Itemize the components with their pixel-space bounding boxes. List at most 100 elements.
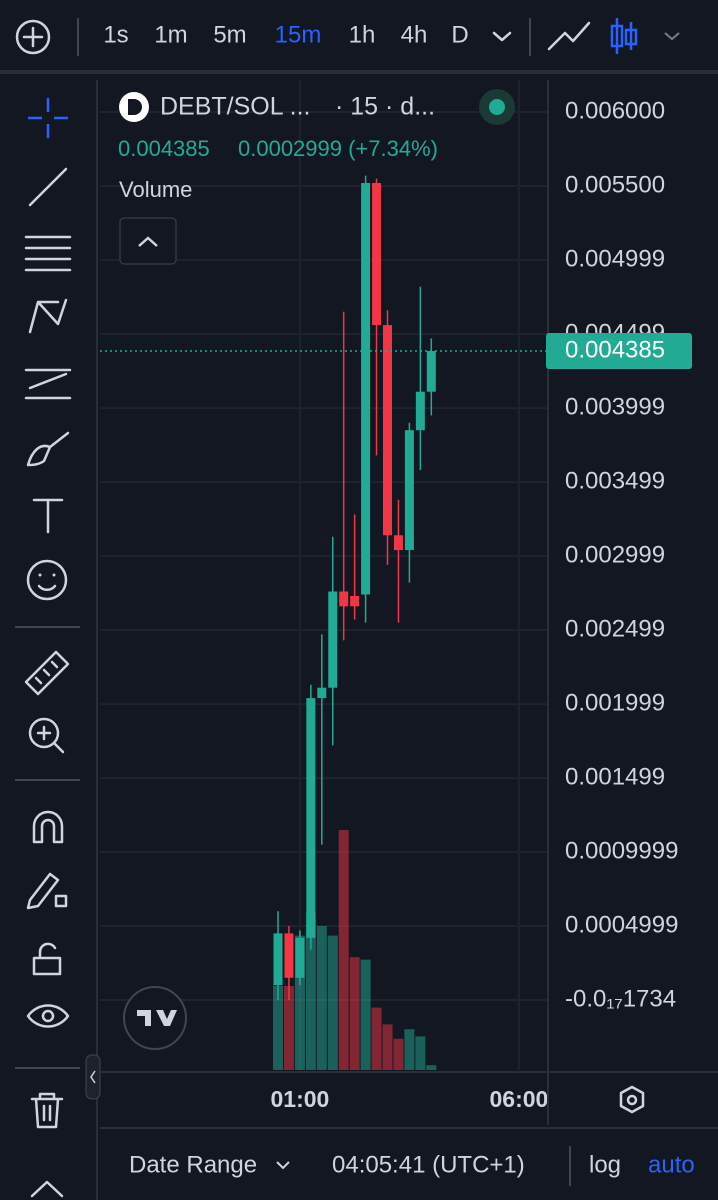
candle-body	[339, 591, 349, 607]
price-tick-label: 0.005500	[565, 171, 665, 198]
price-axis: 0.0060000.0055000.0049990.0044990.003999…	[565, 97, 678, 1012]
candle-body	[415, 391, 425, 431]
candle-body	[393, 535, 403, 551]
volume-bar	[305, 911, 316, 1070]
candle-body	[306, 698, 316, 938]
visibility-tool[interactable]	[26, 1004, 70, 1028]
interval-button[interactable]: 1m	[154, 21, 187, 48]
last-price-box	[546, 332, 692, 369]
delete-tool[interactable]	[30, 1092, 64, 1129]
log-toggle[interactable]: log	[589, 1151, 621, 1178]
settings-button[interactable]	[619, 1085, 645, 1114]
emoji-tool[interactable]	[26, 559, 68, 601]
zoom-tool[interactable]	[28, 717, 65, 754]
crosshair-tool[interactable]	[28, 98, 68, 138]
candle-body	[273, 933, 283, 986]
more-tools[interactable]	[30, 1180, 64, 1198]
time-tick-label: 01:00	[270, 1086, 329, 1112]
volume-bar	[404, 1029, 415, 1070]
price-tick-label: -0.0₁₇1734	[565, 985, 676, 1012]
pattern-tool[interactable]	[28, 298, 68, 334]
time-axis: 01:00 06:00	[270, 1086, 548, 1112]
date-range-dropdown	[276, 1161, 290, 1170]
left-toolbar	[15, 98, 80, 1198]
candle-body	[317, 687, 327, 699]
fib-tool[interactable]	[24, 235, 72, 272]
price-tick-label: 0.0004999	[565, 911, 678, 938]
ruler-tool[interactable]	[24, 650, 70, 696]
chart-type-dropdown[interactable]	[664, 32, 680, 41]
volume-bar	[415, 1036, 426, 1070]
text-tool[interactable]	[32, 498, 64, 534]
price-tick-label: 0.004999	[565, 245, 665, 272]
unlock-tool[interactable]	[32, 942, 62, 976]
volume-bar	[349, 957, 360, 1070]
tv-logo	[123, 986, 187, 1050]
interval-button[interactable]: 4h	[401, 21, 428, 48]
price-tick-label: 0.006000	[565, 97, 665, 124]
volume-bar	[371, 1007, 382, 1070]
clock[interactable]: 04:05:41 (UTC+1)	[332, 1151, 525, 1178]
volume-bar	[360, 959, 371, 1070]
line-chart-button[interactable]	[547, 21, 591, 51]
candle-body	[383, 325, 392, 536]
interval-button[interactable]: 15m	[275, 21, 322, 48]
collapse-legend-icon	[138, 236, 158, 247]
volume-bar	[393, 1038, 404, 1070]
collapse-icon	[90, 1070, 96, 1084]
symbol-title: DEBT/SOL ...	[160, 93, 311, 121]
volume-bar	[294, 935, 305, 1070]
brush-tool[interactable]	[26, 431, 70, 467]
candle-body	[295, 937, 305, 978]
lock-drawings-tool[interactable]	[26, 872, 68, 910]
status-dot	[489, 99, 505, 115]
prediction-tool[interactable]	[24, 368, 72, 400]
collapse-legend[interactable]	[119, 217, 177, 265]
date-range-button[interactable]: Date Range	[129, 1151, 257, 1178]
volume-bar	[327, 935, 338, 1070]
interval-button[interactable]: 1h	[349, 21, 376, 48]
candle-chart-button[interactable]	[610, 18, 638, 54]
logo-mark	[137, 1010, 177, 1026]
top-toolbar	[15, 18, 680, 56]
price-tick-label: 0.001499	[565, 763, 665, 790]
candle-body	[426, 350, 436, 392]
interval-button[interactable]: 1s	[103, 21, 128, 48]
auto-toggle[interactable]: auto	[648, 1151, 695, 1178]
last-price: 0.004385	[118, 136, 210, 161]
interval-button[interactable]: D	[451, 21, 468, 48]
symbol-logo-mark	[128, 99, 142, 115]
volume-bar	[382, 1024, 393, 1070]
interval-dropdown[interactable]	[492, 31, 512, 42]
logo-circle	[123, 986, 187, 1050]
price-tick-label: 0.002499	[565, 615, 665, 642]
price-tick-label: 0.003499	[565, 467, 665, 494]
price-tick-label: 0.001999	[565, 689, 665, 716]
volume-bar	[338, 830, 349, 1070]
interval-button[interactable]: 5m	[213, 21, 246, 48]
candle-body	[328, 591, 338, 688]
volume-pane	[273, 830, 437, 1070]
volume-bar	[283, 986, 294, 1070]
last-price-axis-label: 0.004385	[565, 336, 665, 363]
volume-bar	[426, 1065, 437, 1070]
magnet-tool[interactable]	[32, 810, 64, 844]
price-tick-label: 0.0009999	[565, 837, 678, 864]
volume-bar	[316, 926, 327, 1070]
candle-body	[361, 183, 371, 595]
add-button[interactable]	[15, 19, 51, 55]
collapse-handle[interactable]	[85, 1054, 101, 1100]
price-tick-label: 0.002999	[565, 541, 665, 568]
candle-body	[284, 933, 294, 978]
add-icon	[22, 26, 44, 48]
candle-body	[372, 183, 382, 326]
candles	[100, 175, 548, 1000]
symbol-subtitle: · 15 · d...	[335, 93, 435, 121]
price-tick-label: 0.003999	[565, 393, 665, 420]
candle-body	[350, 595, 360, 607]
trend-line-tool[interactable]	[28, 167, 68, 207]
price-change: 0.0002999 (+7.34%)	[238, 136, 438, 161]
volume-bar	[273, 986, 283, 1070]
volume-label: Volume	[119, 177, 192, 202]
